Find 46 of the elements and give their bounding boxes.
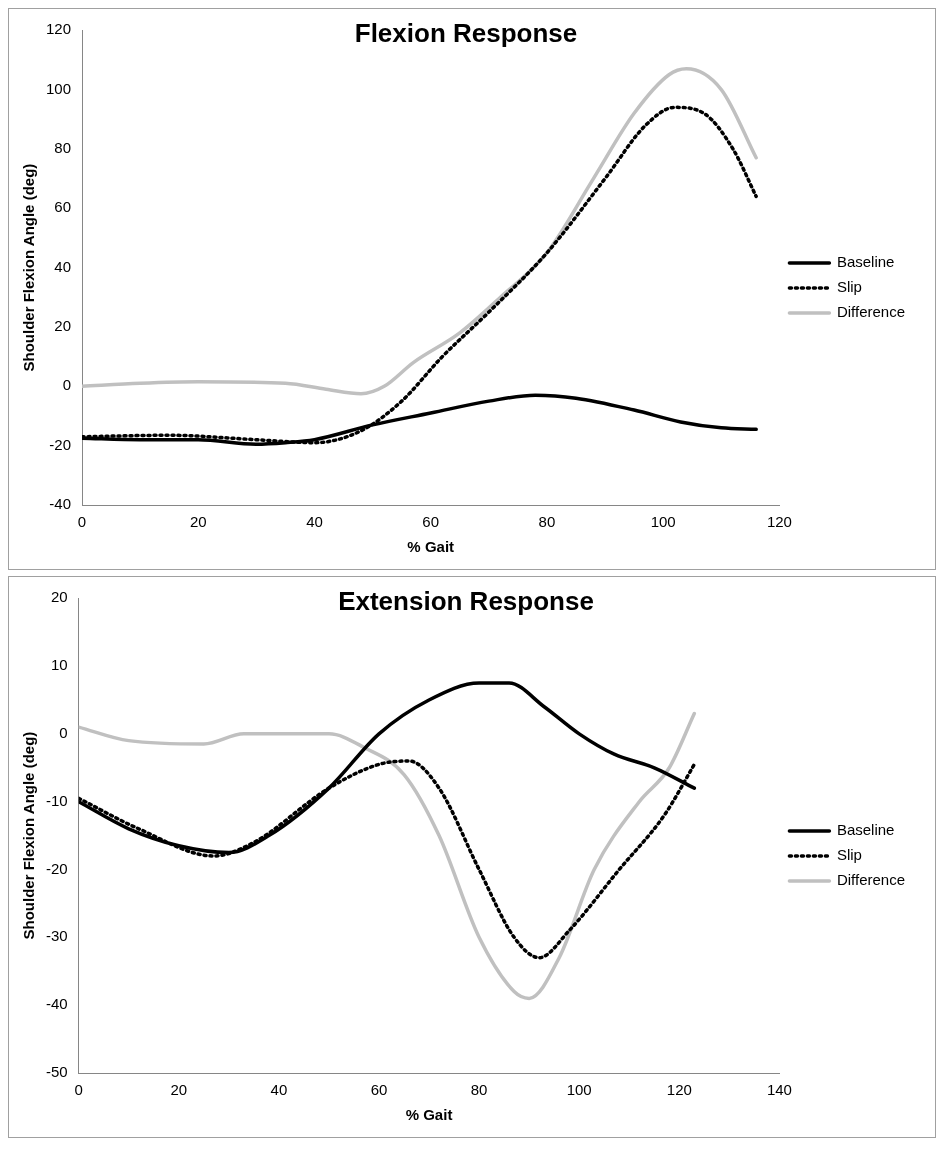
y-tick-label: -50 [45,1063,68,1081]
x-tick-label: 40 [306,513,323,531]
x-tick-label: 0 [77,513,87,531]
legend-label: Baseline [836,253,895,271]
x-tick-label: 60 [422,513,440,531]
y-tick-label: -30 [45,927,68,945]
x-tick-label: 100 [650,513,676,531]
chart-title: Flexion Response [354,17,578,48]
y-tick-label: 100 [46,79,72,97]
legend-label: Slip [836,846,862,864]
x-tick-label: 140 [766,1081,792,1099]
y-tick-label: 0 [59,724,68,741]
x-tick-label: 40 [270,1081,288,1099]
y-tick-label: 120 [46,20,72,38]
legend-label: Difference [836,871,905,889]
y-axis-title: Shoulder Flexion Angle (deg) [20,731,38,940]
x-tick-label: 0 [74,1081,83,1099]
y-tick-label: 10 [50,656,68,674]
x-tick-label: 100 [566,1081,592,1099]
x-tick-label: 20 [189,513,207,531]
y-tick-label: 20 [50,588,68,606]
y-tick-label: -20 [49,435,72,453]
y-tick-label: -40 [45,995,68,1013]
x-tick-label: 80 [470,1081,488,1099]
y-tick-label: -10 [45,791,68,809]
y-tick-label: 80 [54,139,72,157]
y-axis-title: Shoulder Flexion Angle (deg) [20,163,38,372]
x-tick-label: 80 [538,513,556,531]
y-tick-label: 40 [54,257,72,275]
y-tick-label: -20 [45,859,68,877]
legend-label: Slip [836,278,862,296]
y-tick-label: 60 [54,198,72,216]
x-axis-title: % Gait [407,538,455,556]
legend-label: Baseline [836,821,895,839]
chart-title: Extension Response [338,585,594,616]
x-tick-label: 20 [170,1081,188,1099]
x-tick-label: 120 [766,513,792,531]
line-series [78,711,697,1001]
x-tick-label: 60 [370,1081,388,1099]
x-tick-label: 120 [666,1081,692,1099]
line-series [82,67,758,396]
legend-label: Difference [836,303,905,321]
y-tick-label: 20 [54,317,72,335]
x-axis-title: % Gait [405,1106,453,1124]
y-tick-label: 0 [62,376,72,394]
y-tick-label: -40 [49,495,72,513]
